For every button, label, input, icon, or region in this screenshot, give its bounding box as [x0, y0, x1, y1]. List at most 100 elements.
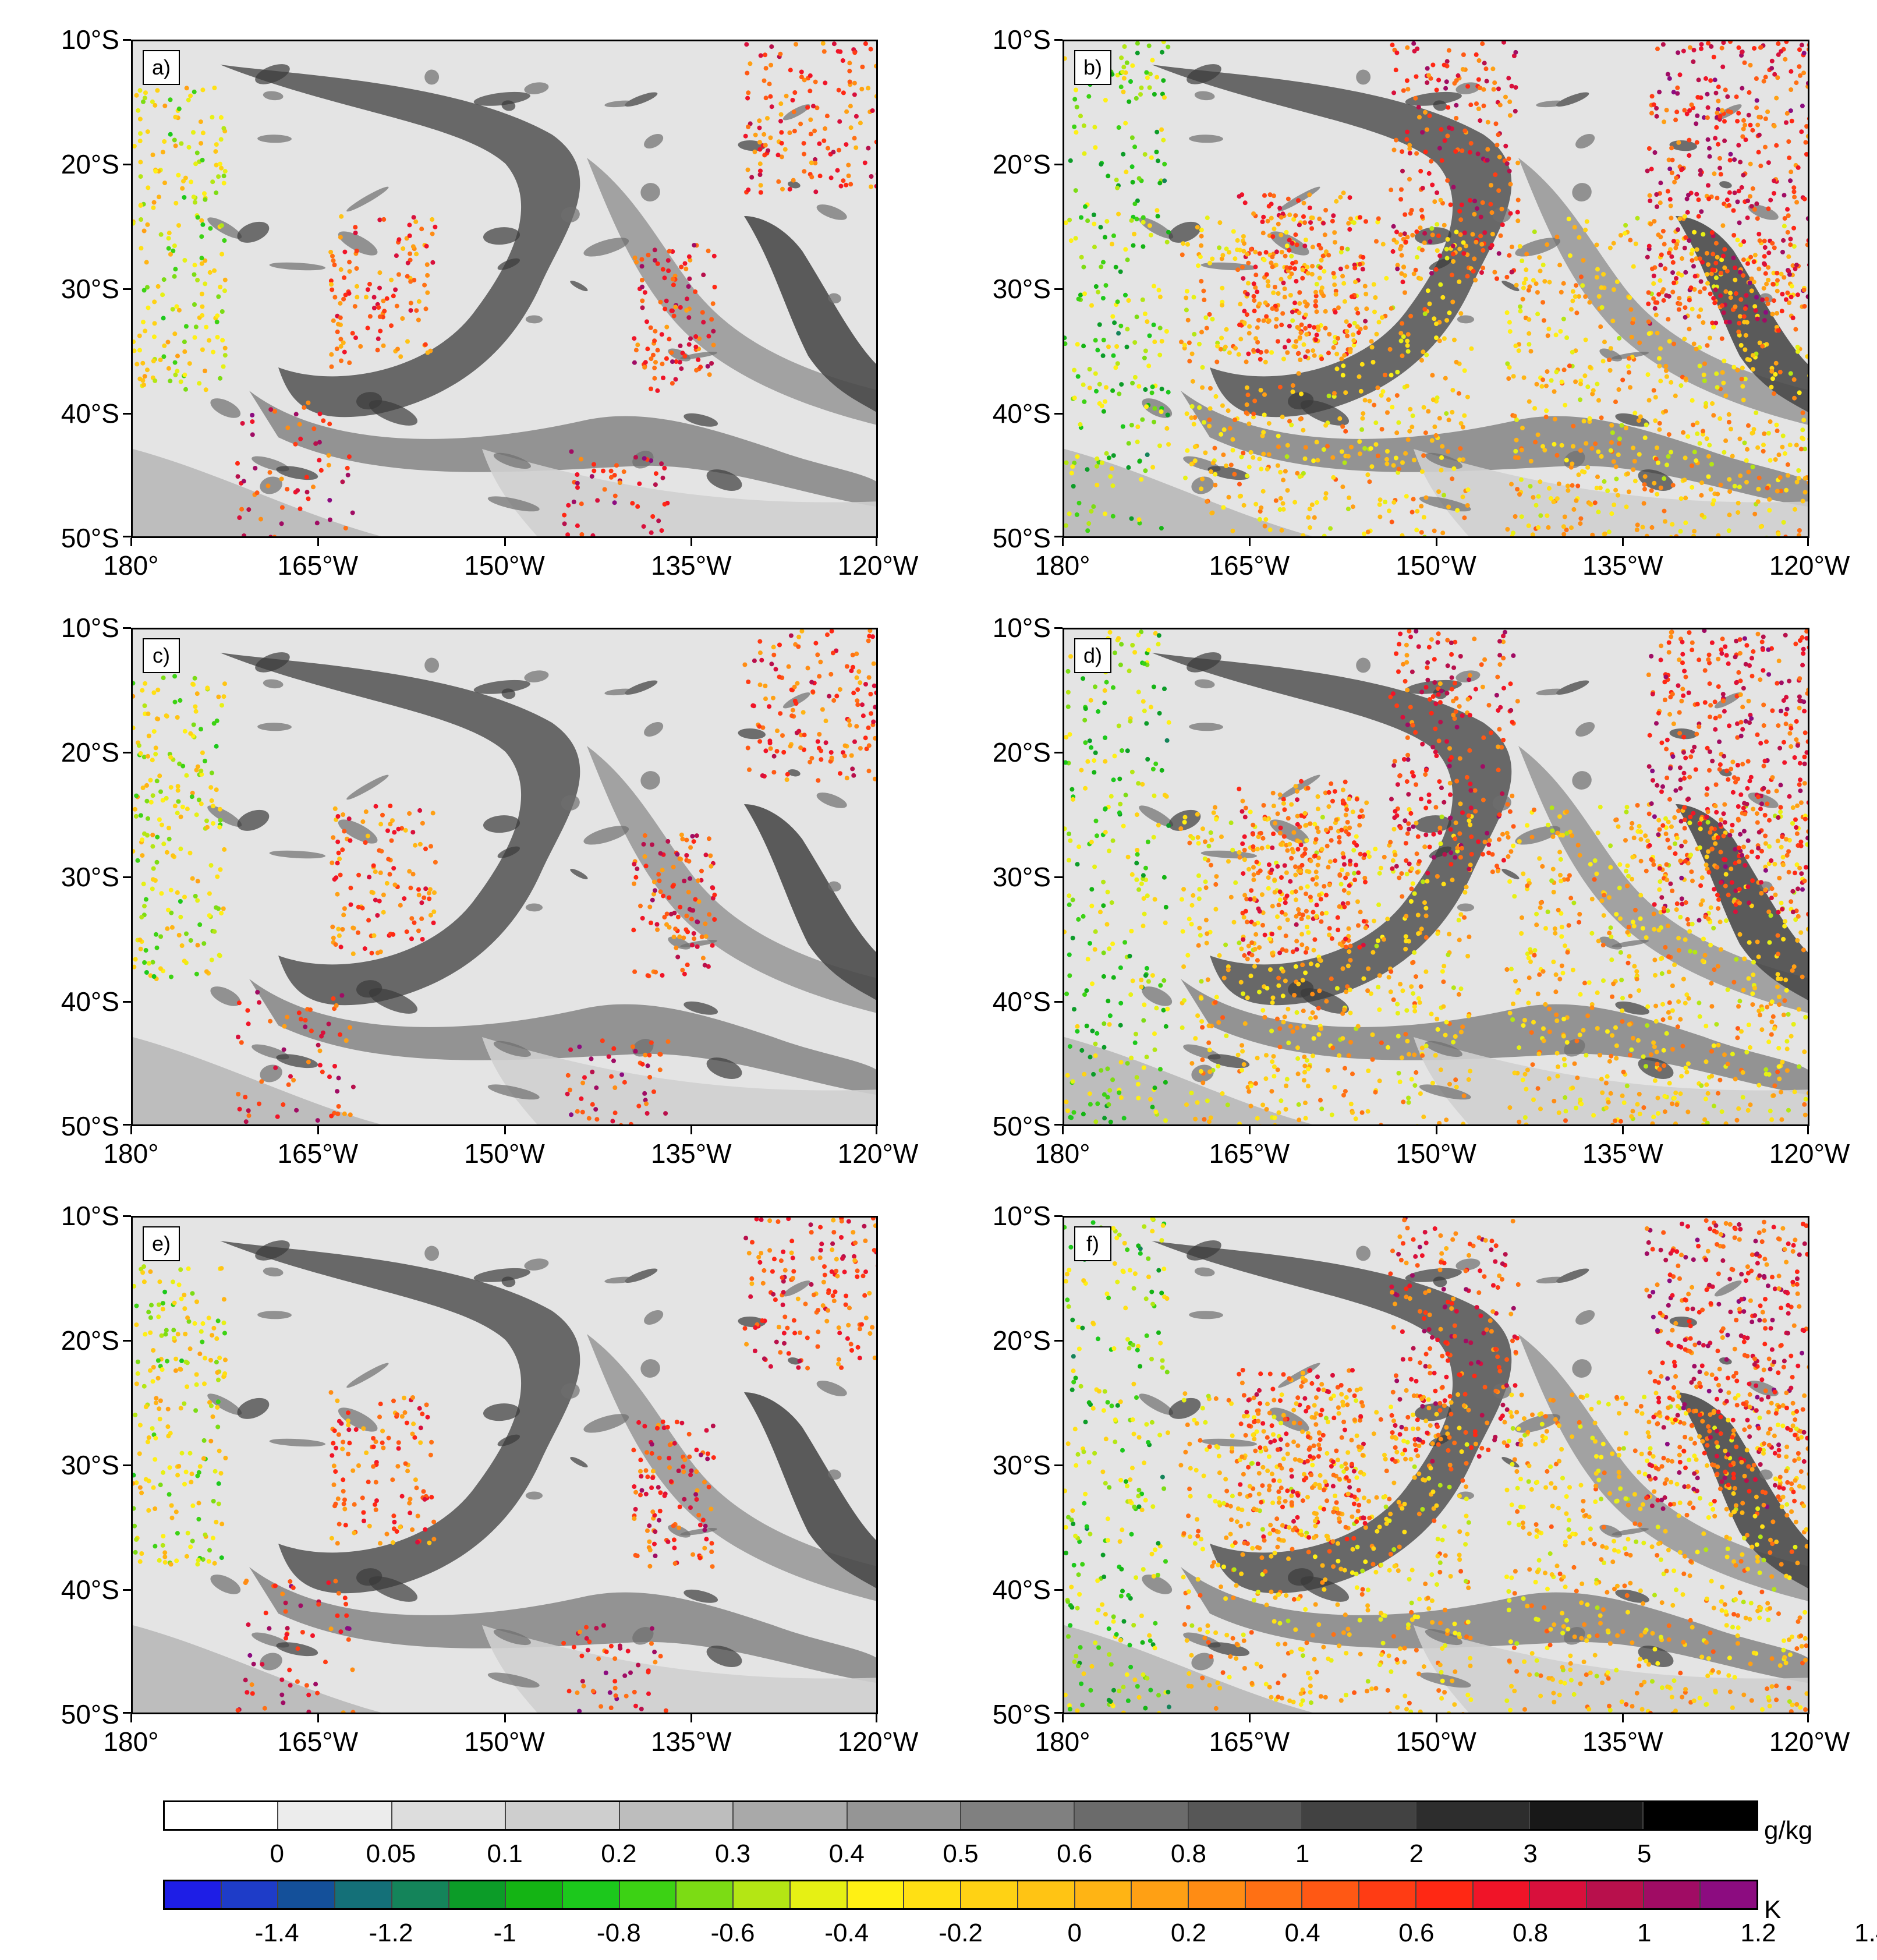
obs-point [1490, 66, 1496, 72]
obs-point [1251, 865, 1256, 870]
cloud-streak [210, 986, 241, 1006]
obs-point [648, 325, 653, 330]
obs-point [753, 132, 758, 137]
obs-point [1747, 358, 1752, 363]
obs-point [1719, 257, 1724, 263]
obs-point [1202, 420, 1206, 425]
obs-point [1687, 298, 1692, 303]
obs-point [1081, 914, 1086, 919]
lon-tick-mark [1435, 538, 1437, 546]
obs-point [1284, 1083, 1289, 1088]
obs-point [1329, 936, 1334, 941]
obs-point [222, 681, 227, 687]
obs-point [696, 357, 701, 362]
obs-point [1514, 437, 1519, 443]
obs-point [650, 842, 654, 847]
obs-point [1471, 268, 1476, 274]
obs-point [140, 837, 145, 843]
obs-point [208, 226, 213, 231]
obs-point [1800, 427, 1805, 433]
obs-point [1291, 830, 1297, 835]
obs-point [1686, 193, 1691, 197]
obs-point [1456, 992, 1461, 997]
obs-point [766, 148, 771, 153]
obs-point [1300, 963, 1305, 967]
obs-point [1372, 402, 1377, 408]
obs-point [1141, 220, 1146, 225]
obs-point [391, 932, 396, 937]
obs-point [204, 324, 209, 330]
obs-point [743, 133, 748, 139]
obs-point [1473, 278, 1478, 282]
obs-point [1561, 532, 1567, 536]
obs-point [1326, 804, 1331, 809]
obs-point [1715, 491, 1720, 497]
obs-point [1246, 351, 1251, 356]
obs-point [589, 1056, 594, 1062]
obs-point [1726, 412, 1731, 417]
obs-point [134, 793, 139, 798]
obs-point [1261, 214, 1266, 220]
cloud-streak [1187, 652, 1221, 673]
obs-point [281, 1047, 286, 1052]
obs-point [1258, 868, 1263, 873]
obs-point [1221, 452, 1226, 458]
obs-point [1146, 979, 1151, 984]
obs-point [1595, 267, 1600, 272]
obs-point [1315, 806, 1320, 812]
obs-point [1405, 1038, 1410, 1043]
obs-point [1758, 524, 1763, 529]
obs-point [1205, 977, 1210, 982]
obs-point [1400, 460, 1405, 465]
obs-point [1808, 260, 1809, 264]
obs-point [1513, 344, 1518, 348]
obs-point [1407, 807, 1412, 812]
obs-point [814, 105, 820, 111]
obs-point [1585, 384, 1591, 390]
obs-point [662, 466, 667, 470]
obs-point [1299, 391, 1304, 397]
obs-point [1769, 369, 1775, 374]
obs-point [1290, 240, 1295, 246]
obs-point [362, 946, 367, 951]
obs-point [633, 1049, 638, 1054]
obs-point [1481, 247, 1486, 253]
obs-point [1082, 151, 1087, 156]
obs-point [1804, 152, 1808, 157]
obs-point [575, 472, 580, 477]
obs-point [199, 772, 204, 777]
obs-point [1283, 253, 1288, 259]
obs-point [155, 687, 161, 692]
obs-point [1201, 288, 1206, 293]
obs-point [1107, 1088, 1113, 1093]
obs-point [1763, 310, 1768, 315]
obs-point [208, 785, 214, 790]
obs-point [1113, 365, 1118, 370]
cloud-streak [1572, 183, 1592, 201]
obs-point [1761, 448, 1766, 454]
obs-point [1098, 1124, 1103, 1126]
obs-point [1181, 964, 1187, 970]
obs-point [1536, 525, 1541, 530]
obs-point [818, 659, 823, 664]
obs-point [1251, 348, 1256, 353]
obs-point [222, 847, 227, 852]
obs-point [647, 904, 653, 910]
obs-point [1708, 487, 1713, 492]
obs-point [1081, 264, 1086, 270]
obs-point [161, 841, 167, 847]
obs-point [1152, 897, 1157, 902]
cloud-streak [1139, 805, 1174, 827]
obs-point [1187, 340, 1192, 345]
obs-point [664, 356, 669, 361]
obs-point [173, 115, 178, 120]
obs-point [187, 361, 192, 366]
obs-point [1117, 810, 1122, 815]
obs-point [1081, 344, 1086, 349]
obs-point [667, 925, 672, 930]
obs-point [217, 825, 222, 830]
obs-point [407, 869, 412, 874]
obs-point [1404, 1124, 1408, 1126]
obs-point [329, 282, 334, 287]
lat-tick-label: 10°S [992, 24, 1051, 55]
